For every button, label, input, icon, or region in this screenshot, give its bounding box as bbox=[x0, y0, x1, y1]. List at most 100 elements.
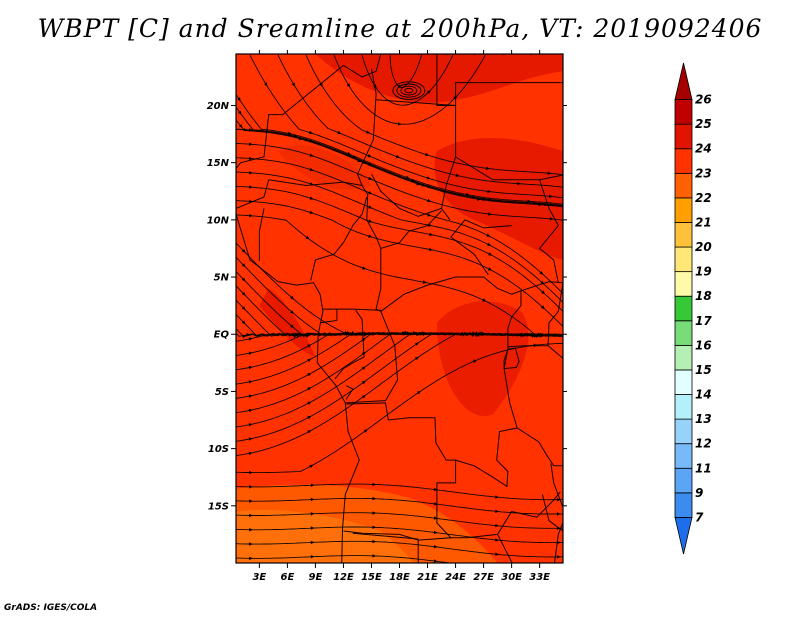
streamline-arrowhead bbox=[517, 181, 521, 186]
streamline-arrowhead bbox=[298, 333, 303, 337]
streamline-arrowhead bbox=[290, 332, 295, 337]
streamline-arrowhead bbox=[556, 512, 561, 516]
streamline-arrowhead bbox=[248, 408, 253, 413]
streamline-arrowhead bbox=[307, 416, 312, 420]
streamline-arrowhead bbox=[351, 330, 356, 335]
streamline-arrowhead bbox=[372, 554, 377, 558]
streamline-arrowhead bbox=[372, 525, 377, 529]
streamline-arrowhead bbox=[307, 401, 312, 405]
colorbar-label: 12 bbox=[695, 437, 712, 451]
border-line bbox=[455, 82, 563, 106]
streamline-arrowhead bbox=[524, 332, 529, 337]
streamline-arrowhead bbox=[486, 233, 491, 237]
streamline-arrowhead bbox=[248, 380, 253, 384]
streamline-arrowhead bbox=[310, 512, 315, 516]
colorbar-bin bbox=[674, 99, 693, 125]
streamline-arrowhead bbox=[307, 373, 312, 377]
border-line bbox=[322, 308, 381, 311]
colorbar-label: 19 bbox=[695, 265, 712, 279]
streamline-arrowhead bbox=[309, 196, 314, 200]
streamline-arrowhead bbox=[478, 331, 483, 335]
streamline-arrowhead bbox=[368, 234, 372, 238]
colorbar-bin bbox=[674, 123, 693, 150]
streamline-arrowhead bbox=[361, 337, 366, 342]
border-line bbox=[497, 534, 513, 563]
border-line bbox=[450, 219, 512, 276]
y-tick-label: 20N bbox=[207, 101, 230, 112]
streamline-arrowhead bbox=[307, 387, 312, 391]
streamline-arrowhead bbox=[290, 310, 294, 314]
chart-title: WBPT [C] and Sreamline at 200hPa, VT: 20… bbox=[37, 14, 763, 43]
streamline-arrowhead bbox=[241, 291, 246, 296]
streamline bbox=[236, 526, 563, 544]
streamline-arrowhead bbox=[368, 191, 373, 195]
border-line bbox=[541, 463, 563, 532]
streamline-arrowhead bbox=[249, 171, 253, 175]
streamline-arrowhead bbox=[455, 173, 460, 177]
streamline-arrowhead bbox=[406, 331, 411, 335]
border-line bbox=[503, 290, 522, 429]
wbpt-region-lakes-warm bbox=[436, 301, 529, 417]
streamline-arrowhead bbox=[433, 487, 438, 492]
streamline-arrowhead bbox=[352, 155, 357, 159]
streamline-arrowhead bbox=[485, 166, 490, 170]
streamline-arrowhead bbox=[465, 192, 470, 197]
streamline-arrowhead bbox=[433, 559, 438, 563]
streamline-arrowhead bbox=[421, 183, 426, 187]
streamline-arrowhead bbox=[487, 189, 492, 194]
colorbar-label: 17 bbox=[695, 314, 712, 328]
colorbar-bin bbox=[674, 394, 693, 420]
colorbar-label: 7 bbox=[695, 510, 704, 524]
streamline-arrowhead bbox=[495, 567, 499, 570]
streamline-arrowhead bbox=[304, 137, 309, 142]
streamline-arrowhead bbox=[433, 530, 438, 535]
border-line bbox=[352, 532, 419, 540]
streamline-arrowhead bbox=[495, 538, 499, 542]
streamline-arrowhead bbox=[487, 267, 492, 271]
streamline-arrowhead bbox=[237, 97, 241, 102]
border-line bbox=[236, 213, 360, 563]
streamline-arrowhead bbox=[527, 332, 532, 337]
colorbar-bin bbox=[674, 344, 693, 371]
x-tick-label: 12E bbox=[333, 572, 354, 583]
streamline-arrowhead bbox=[556, 526, 561, 530]
streamline-arrowhead bbox=[357, 158, 362, 163]
streamline-arrowhead bbox=[298, 136, 303, 141]
streamline bbox=[236, 118, 563, 208]
streamline bbox=[236, 171, 563, 304]
y-tick-label: 10N bbox=[207, 215, 230, 226]
streamline-arrowhead bbox=[372, 496, 377, 501]
streamline bbox=[236, 242, 563, 337]
colorbar-label: 21 bbox=[695, 215, 712, 229]
streamline-arrows bbox=[237, 82, 561, 570]
streamline-arrowhead bbox=[249, 513, 253, 518]
streamline-arrowhead bbox=[249, 485, 253, 489]
streamline-arrowhead bbox=[419, 331, 424, 336]
streamline-arrowhead bbox=[372, 511, 377, 515]
streamline-arrowhead bbox=[488, 197, 492, 202]
streamline-arrowhead bbox=[249, 499, 253, 503]
streamline bbox=[236, 342, 563, 474]
y-tick-label: 5S bbox=[215, 387, 229, 398]
streamline-arrowhead bbox=[473, 359, 477, 363]
streamline-arrowhead bbox=[305, 334, 310, 338]
streamline-arrowhead bbox=[248, 394, 253, 398]
streamline-arrowhead bbox=[309, 153, 314, 157]
streamline-arrowhead bbox=[368, 205, 373, 209]
streamline-arrowhead bbox=[471, 331, 476, 335]
streamline-arrowhead bbox=[433, 544, 438, 549]
streamline bbox=[236, 497, 563, 515]
streamline bbox=[445, 54, 448, 56]
streamline-arrowhead bbox=[362, 266, 366, 270]
vortex-ring bbox=[404, 87, 414, 94]
streamline-arrowhead bbox=[372, 539, 377, 544]
border-line bbox=[334, 309, 365, 380]
streamline-arrowhead bbox=[556, 540, 561, 545]
streamline bbox=[236, 142, 563, 222]
streamline-arrowhead bbox=[249, 156, 253, 161]
streamline-arrowhead bbox=[249, 185, 253, 189]
streamline bbox=[236, 106, 563, 206]
streamline bbox=[305, 54, 563, 176]
y-tick-label: 5N bbox=[214, 273, 230, 284]
border-line bbox=[258, 208, 265, 261]
